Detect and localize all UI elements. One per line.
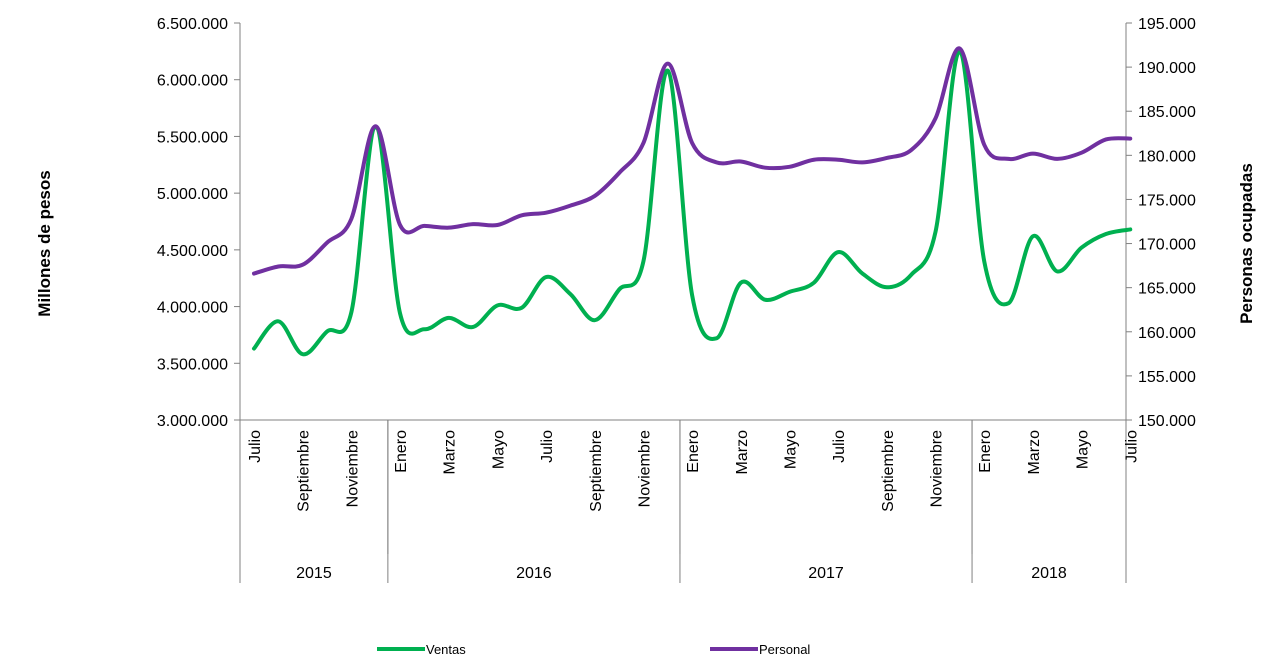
left-tick-label: 6.000.000 <box>157 73 228 90</box>
axes-layer <box>234 22 1132 583</box>
labels-layer: 3.000.000 3.500.000 4.000.000 4.500.000 5.00… <box>35 16 1256 582</box>
left-tick-label: 3.500.000 <box>157 356 228 373</box>
left-tick-label: 3.000.000 <box>157 413 228 430</box>
legend-label-ventas: Ventas <box>426 642 466 657</box>
legend: Ventas Personal <box>377 642 810 657</box>
right-tick-label: 150.000 <box>1138 413 1196 430</box>
right-tick-label: 175.000 <box>1138 192 1196 209</box>
month-tick-label: Marzo <box>1026 430 1043 475</box>
month-tick-label: Enero <box>685 430 702 473</box>
month-tick-label: Enero <box>393 430 410 473</box>
year-label: 2017 <box>808 565 844 582</box>
left-tick-label: 4.000.000 <box>157 300 228 317</box>
year-label: 2016 <box>516 565 552 582</box>
series-line-ventas <box>252 49 1133 357</box>
left-tick-label: 5.000.000 <box>157 186 228 203</box>
month-tick-label: Mayo <box>490 430 507 469</box>
year-label: 2015 <box>296 565 332 582</box>
right-tick-label: 190.000 <box>1138 60 1196 77</box>
right-tick-label: 195.000 <box>1138 16 1196 33</box>
month-tick-label: Julio <box>831 430 848 463</box>
month-tick-label: Julio <box>539 430 556 463</box>
month-tick-label: Marzo <box>442 430 459 475</box>
month-tick-label: Julio <box>247 430 264 463</box>
left-tick-label: 5.500.000 <box>157 129 228 146</box>
year-label: 2018 <box>1031 565 1067 582</box>
left-tick-label: 6.500.000 <box>157 16 228 33</box>
right-axis-title: Personas ocupadas <box>1237 163 1256 324</box>
right-tick-label: 165.000 <box>1138 281 1196 298</box>
month-tick-label: Noviembre <box>344 430 361 507</box>
right-tick-label: 160.000 <box>1138 325 1196 342</box>
legend-label-personal: Personal <box>759 642 810 657</box>
left-axis-title: Millones de pesos <box>35 170 54 316</box>
right-tick-label: 170.000 <box>1138 237 1196 254</box>
month-tick-label: Mayo <box>1075 430 1092 469</box>
month-tick-label: Septiembre <box>880 430 897 512</box>
month-tick-label: Mayo <box>782 430 799 469</box>
right-tick-label: 155.000 <box>1138 369 1196 386</box>
right-tick-label: 185.000 <box>1138 104 1196 121</box>
right-tick-label: 180.000 <box>1138 148 1196 165</box>
month-tick-label: Julio <box>1123 430 1140 463</box>
month-tick-label: Septiembre <box>296 430 313 512</box>
month-tick-label: Marzo <box>734 430 751 475</box>
month-tick-label: Septiembre <box>588 430 605 512</box>
month-tick-label: Enero <box>977 430 994 473</box>
month-tick-label: Noviembre <box>929 430 946 507</box>
series-line-personal <box>252 46 1133 276</box>
series-layer <box>252 46 1133 357</box>
left-tick-label: 4.500.000 <box>157 243 228 260</box>
month-tick-label: Noviembre <box>636 430 653 507</box>
